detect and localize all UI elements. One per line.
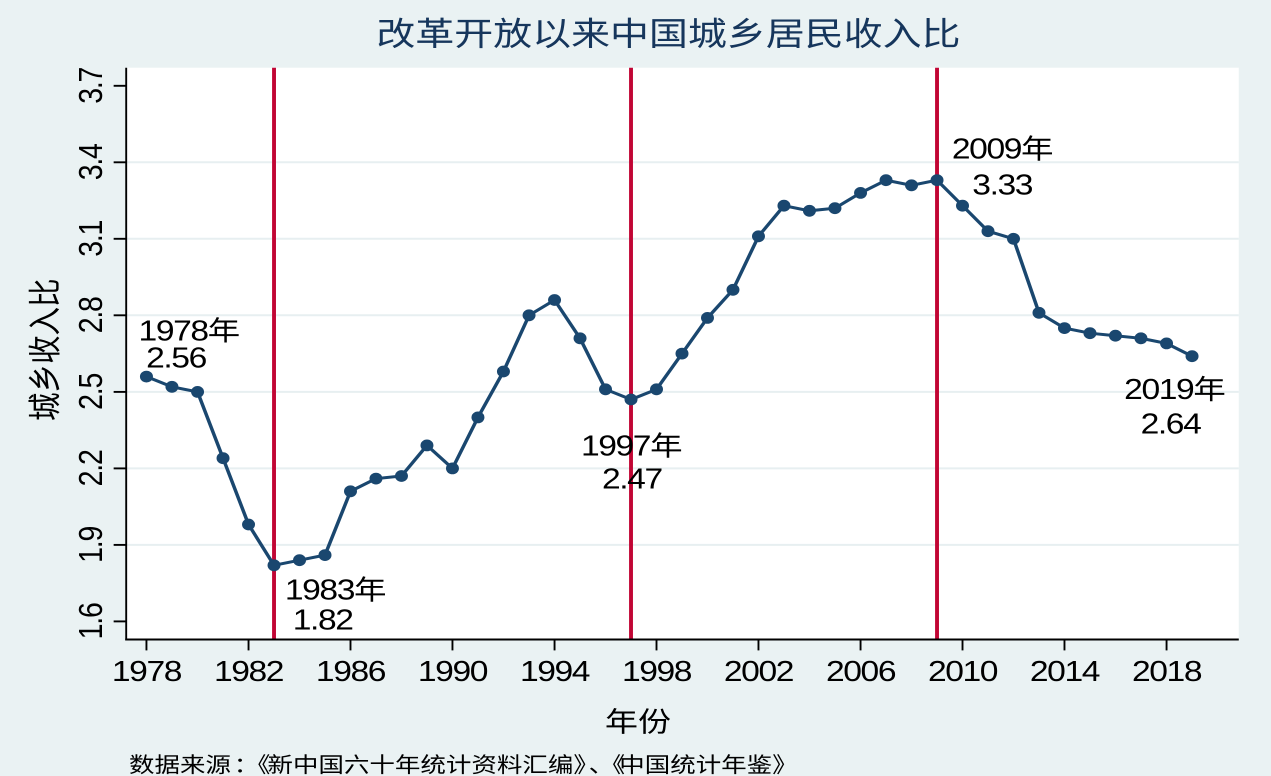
svg-text:2018: 2018 [1132,655,1201,687]
svg-text:2.2: 2.2 [72,450,110,486]
svg-text:2.8: 2.8 [72,297,110,333]
svg-text:1978: 1978 [139,315,208,347]
svg-text:2019: 2019 [1124,373,1193,405]
svg-text:3.33: 3.33 [972,169,1032,201]
svg-text:2.5: 2.5 [72,373,110,410]
svg-text:1997: 1997 [581,430,650,462]
svg-text:1.6: 1.6 [72,603,110,639]
svg-text:1986: 1986 [316,655,385,687]
svg-text:2010: 2010 [928,655,998,687]
svg-text:1983: 1983 [285,574,354,606]
svg-text:2.47: 2.47 [602,463,662,495]
svg-text:2.56: 2.56 [146,342,206,374]
svg-text:3.4: 3.4 [72,143,110,180]
svg-text:1.82: 1.82 [293,604,353,636]
svg-text:2009: 2009 [952,133,1021,165]
svg-text:1994: 1994 [520,655,590,687]
svg-text:2.64: 2.64 [1141,408,1202,440]
svg-text:1978: 1978 [112,655,181,687]
svg-text:3.7: 3.7 [72,68,110,104]
svg-text:2014: 2014 [1030,655,1100,687]
svg-text:2002: 2002 [724,655,793,687]
svg-text:2006: 2006 [826,655,895,687]
svg-text:1.9: 1.9 [72,527,110,563]
svg-text:1990: 1990 [418,655,488,687]
svg-text:1998: 1998 [622,655,691,687]
svg-text:3.1: 3.1 [72,221,110,257]
svg-text:1982: 1982 [214,655,283,687]
